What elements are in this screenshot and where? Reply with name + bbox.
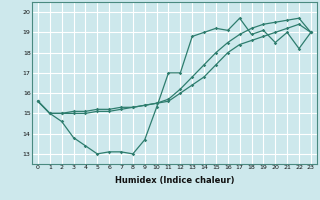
X-axis label: Humidex (Indice chaleur): Humidex (Indice chaleur) bbox=[115, 176, 234, 185]
